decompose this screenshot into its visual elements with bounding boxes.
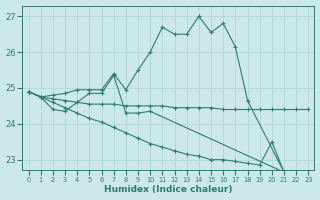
X-axis label: Humidex (Indice chaleur): Humidex (Indice chaleur) bbox=[104, 185, 233, 194]
